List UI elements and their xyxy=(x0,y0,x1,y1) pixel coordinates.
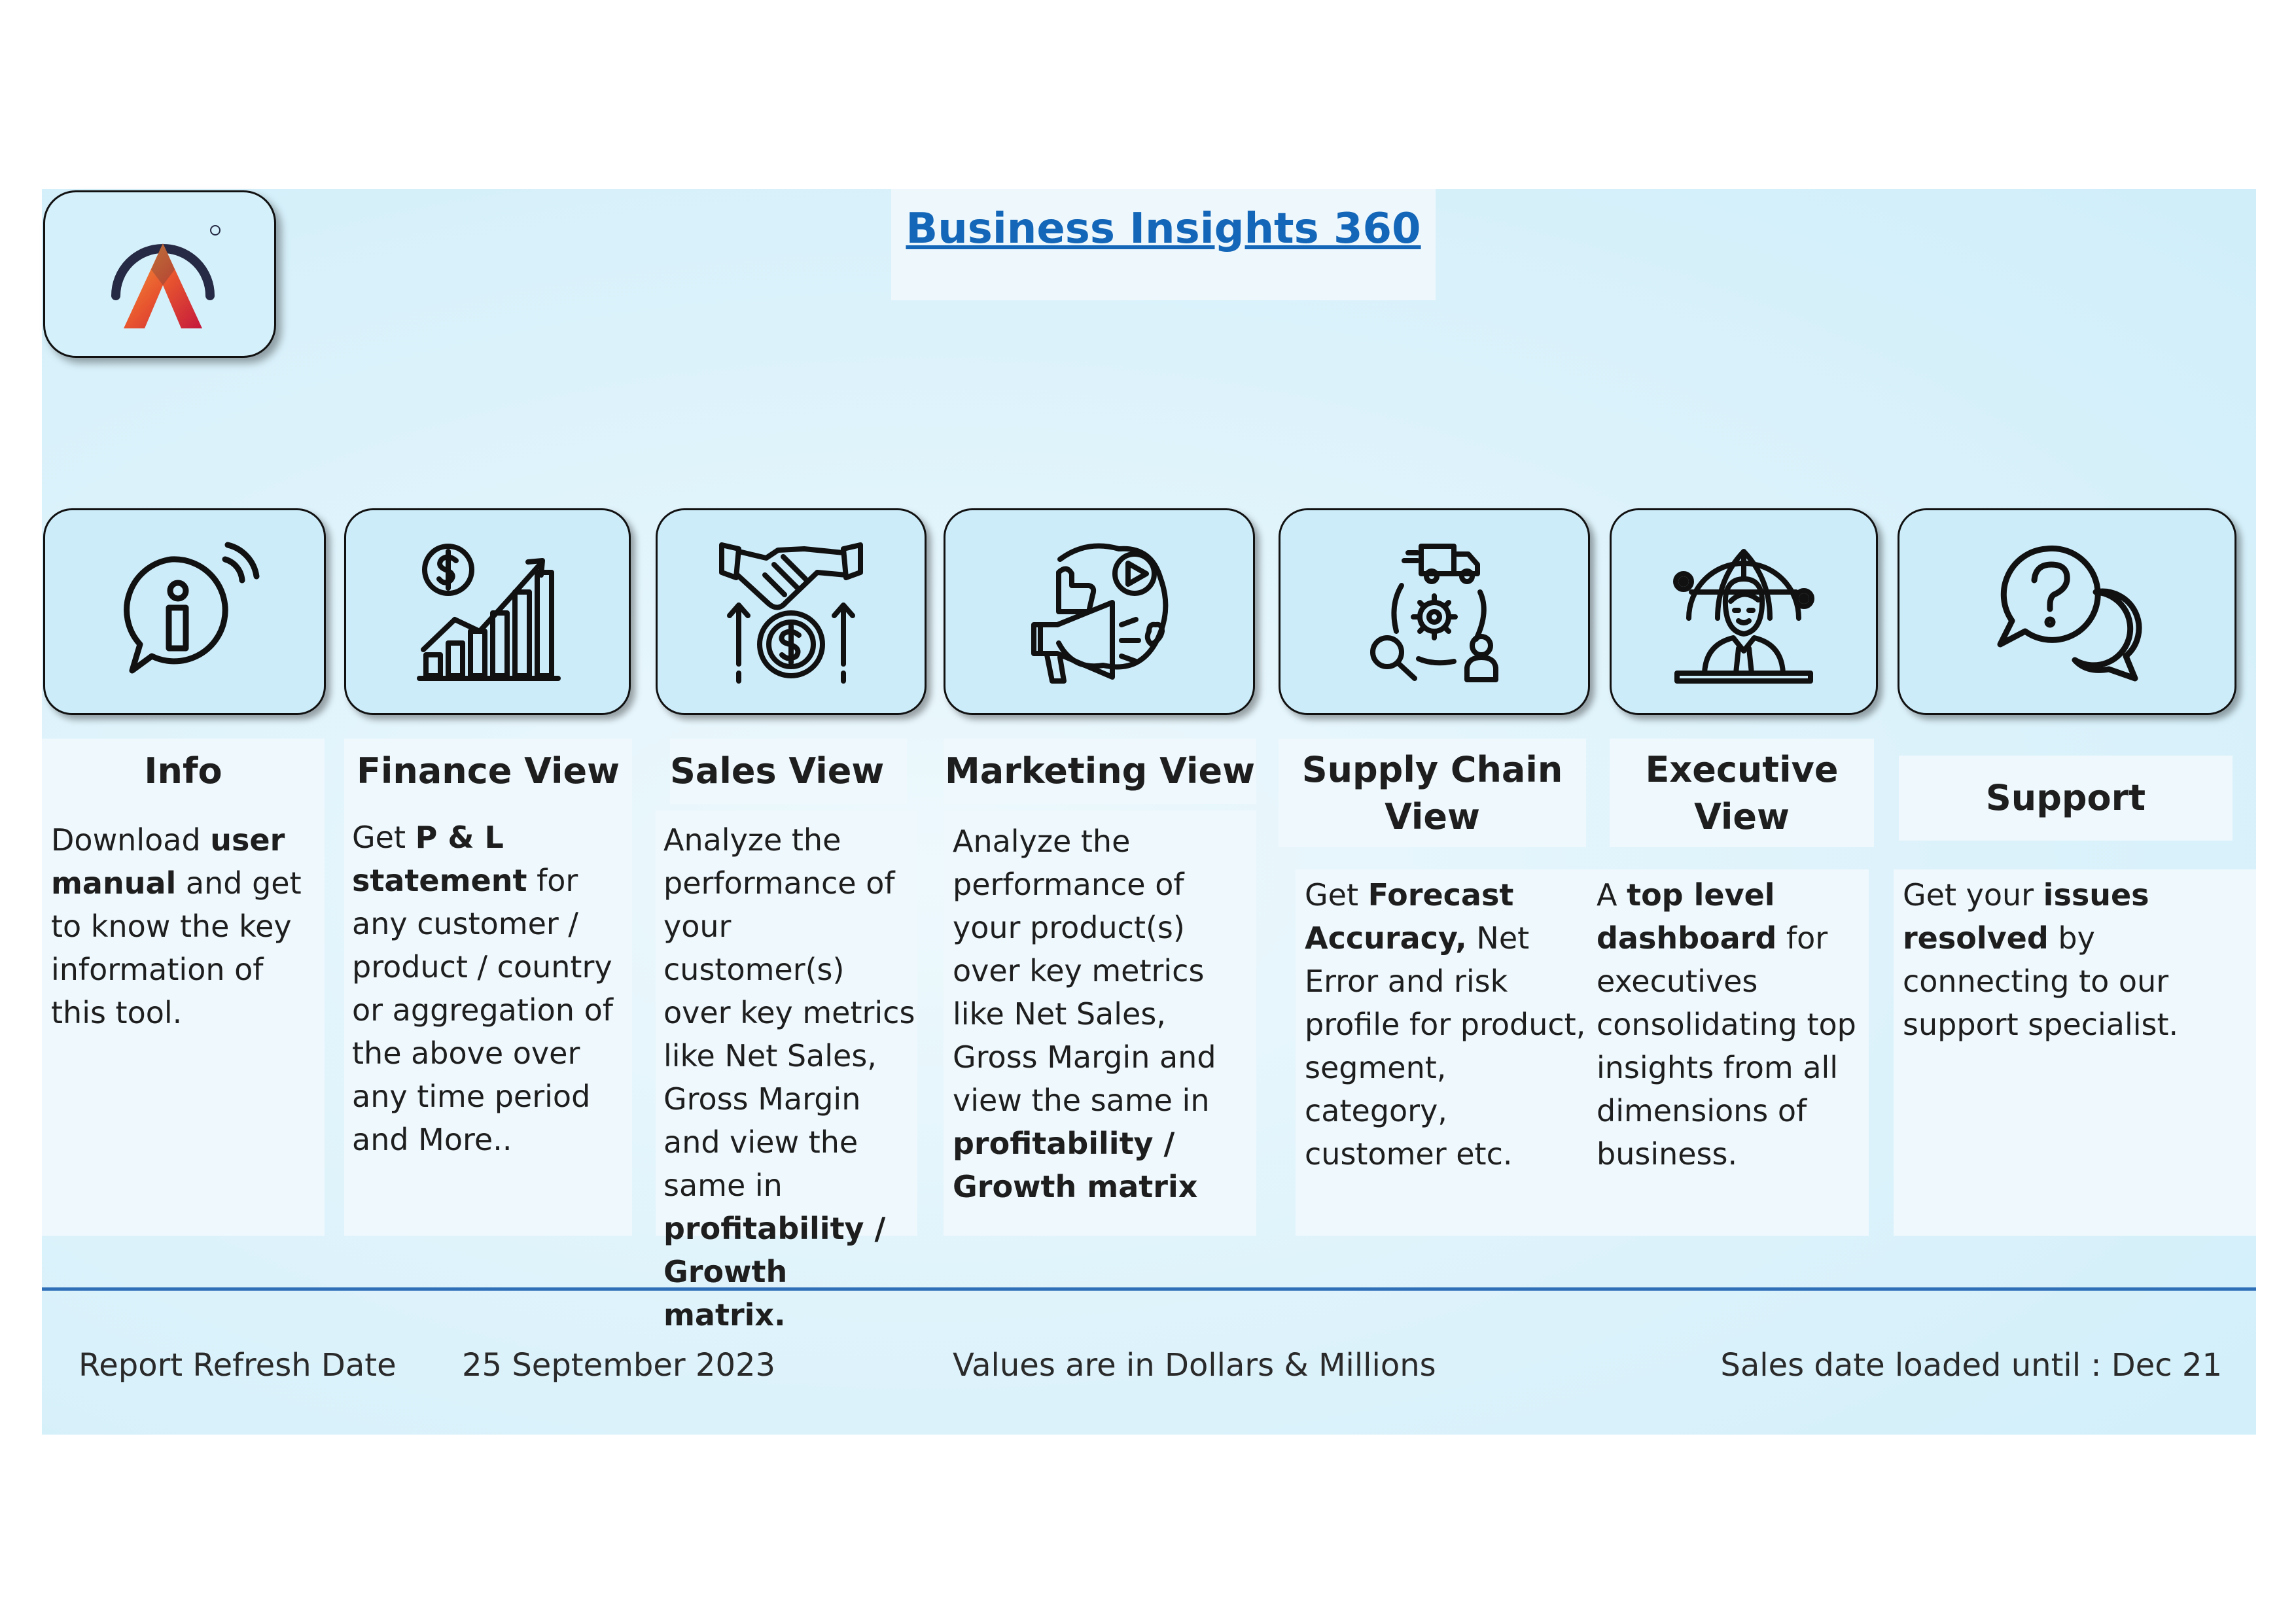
finance-card[interactable] xyxy=(344,508,631,715)
atliq-a-logo-icon xyxy=(111,225,221,328)
description-highlight: Forecast Accuracy, xyxy=(1305,877,1514,956)
description-text: by connecting to our support specialist. xyxy=(1903,920,2179,1042)
sales-card[interactable] xyxy=(656,508,927,715)
description-text: Download xyxy=(51,822,211,858)
supply-chain-truck-icon xyxy=(1370,544,1498,682)
description-highlight: profitability / Growth matrix xyxy=(953,1126,1198,1204)
finance-growth-chart-icon xyxy=(417,544,561,681)
finance-title[interactable]: Finance View xyxy=(344,739,632,804)
support-description: Get your issues resolved by connecting t… xyxy=(1903,873,2253,1046)
description-text: Net Error and risk profile for product, … xyxy=(1305,920,1586,1172)
description-highlight: issues resolved xyxy=(1903,877,2149,956)
description-text: and get to know the key information of t… xyxy=(51,865,302,1030)
info-bubble-icon xyxy=(124,542,260,674)
description-highlight: user manual xyxy=(51,822,285,901)
description-text: for any customer / product / country or … xyxy=(352,863,613,1157)
supply-chain-description: Get Forecast Accuracy, Net Error and ris… xyxy=(1305,873,1587,1176)
dashboard-canvas: Business Insights 360 xyxy=(42,189,2256,1435)
title-box: Business Insights 360 xyxy=(891,189,1436,300)
supply-chain-card[interactable] xyxy=(1279,508,1590,715)
description-highlight: top level dashboard xyxy=(1597,877,1777,956)
refresh-date-value: 25 September 2023 xyxy=(462,1347,776,1384)
executive-description: A top level dashboard for executives con… xyxy=(1597,873,1871,1176)
description-highlight: profitability / Growth matrix. xyxy=(663,1211,886,1333)
description-text: Analyze the performance of your customer… xyxy=(663,822,915,1203)
supply-chain-title[interactable]: Supply Chain View xyxy=(1279,739,1586,847)
description-text: Get xyxy=(1305,877,1368,913)
executive-panel xyxy=(1587,869,1869,1236)
description-text: Get xyxy=(352,820,415,855)
page-title[interactable]: Business Insights 360 xyxy=(906,205,1421,253)
supply-panel xyxy=(1296,869,1587,1236)
description-text: Get your xyxy=(1903,877,2043,913)
handshake-money-icon xyxy=(719,542,863,684)
support-panel xyxy=(1894,869,2256,1236)
sales-panel xyxy=(656,811,917,1236)
marketing-title[interactable]: Marketing View xyxy=(944,739,1256,804)
marketing-description: Analyze the performance of your product(… xyxy=(953,820,1256,1208)
units-note: Values are in Dollars & Millions xyxy=(953,1347,1436,1384)
info-panel xyxy=(42,739,325,1236)
description-highlight: P & L statement xyxy=(352,820,527,898)
finance-description: Get P & L statement for any customer / p… xyxy=(352,816,628,1161)
description-text: for executives consolidating top insight… xyxy=(1597,920,1856,1172)
marketing-card[interactable] xyxy=(944,508,1255,715)
megaphone-social-icon xyxy=(1031,543,1169,684)
description-text: A xyxy=(1597,877,1627,913)
executive-globe-icon xyxy=(1673,549,1814,684)
executive-title[interactable]: Executive View xyxy=(1610,739,1874,847)
executive-card[interactable] xyxy=(1610,508,1878,715)
support-chat-question-icon xyxy=(1997,545,2142,682)
sales-loaded-until: Sales date loaded until : Dec 21 xyxy=(1720,1347,2222,1384)
finance-panel xyxy=(344,739,632,1236)
support-title[interactable]: Support xyxy=(1899,756,2233,841)
sales-title[interactable]: Sales View xyxy=(670,739,907,804)
support-card[interactable] xyxy=(1898,508,2236,715)
sales-description: Analyze the performance of your customer… xyxy=(663,818,919,1336)
info-card[interactable] xyxy=(43,508,326,715)
refresh-date-label: Report Refresh Date xyxy=(79,1347,397,1384)
info-description: Download user manual and get to know the… xyxy=(51,818,321,1034)
logo-card[interactable] xyxy=(43,190,276,358)
info-title[interactable]: Info xyxy=(42,739,325,804)
description-text: Analyze the performance of your product(… xyxy=(953,824,1216,1118)
marketing-panel xyxy=(944,811,1256,1236)
footer-divider xyxy=(42,1287,2256,1291)
